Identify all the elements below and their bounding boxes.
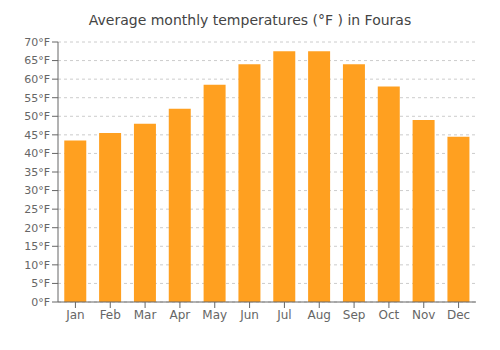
svg-text:45°F: 45°F — [24, 129, 50, 142]
svg-text:Oct: Oct — [379, 308, 400, 322]
svg-text:60°F: 60°F — [24, 73, 50, 86]
html-text:Average monthly temperatures (: Average monthly temperatures (°F ) in Fo… — [88, 12, 412, 28]
svg-text:Aug: Aug — [308, 308, 331, 322]
svg-text:Dec: Dec — [447, 308, 470, 322]
svg-text:Feb: Feb — [100, 308, 121, 322]
svg-text:Sep: Sep — [343, 308, 366, 322]
svg-text:Jan: Jan — [65, 308, 85, 322]
svg-text:15°F: 15°F — [24, 240, 50, 253]
svg-text:Apr: Apr — [170, 308, 191, 322]
svg-text:20°F: 20°F — [24, 222, 50, 235]
svg-text:30°F: 30°F — [24, 184, 50, 197]
svg-text:50°F: 50°F — [24, 110, 50, 123]
svg-text:25°F: 25°F — [24, 203, 50, 216]
svg-text:Jul: Jul — [276, 308, 291, 322]
svg-text:Jun: Jun — [239, 308, 259, 322]
svg-text:5°F: 5°F — [31, 277, 50, 290]
svg-text:May: May — [202, 308, 227, 322]
svg-text:65°F: 65°F — [24, 54, 50, 67]
svg-text:40°F: 40°F — [24, 147, 50, 160]
svg-text:0°F: 0°F — [31, 296, 50, 309]
svg-text:Nov: Nov — [412, 308, 435, 322]
svg-text:Mar: Mar — [134, 308, 157, 322]
svg-text:55°F: 55°F — [24, 92, 50, 105]
svg-text:10°F: 10°F — [24, 259, 50, 272]
svg-text:70°F: 70°F — [24, 36, 50, 49]
svg-text:35°F: 35°F — [24, 166, 50, 179]
